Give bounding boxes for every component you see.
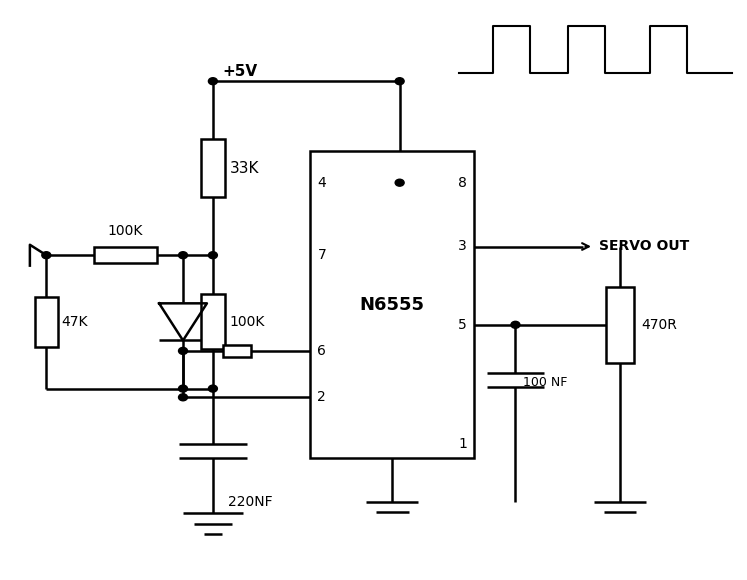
- Bar: [94, 247, 158, 263]
- Circle shape: [208, 385, 217, 392]
- Text: 47K: 47K: [61, 315, 87, 329]
- Bar: [223, 345, 251, 357]
- Circle shape: [179, 385, 187, 392]
- Text: 33K: 33K: [229, 161, 258, 176]
- Bar: [606, 287, 634, 362]
- Text: 2: 2: [317, 390, 326, 404]
- Text: +5V: +5V: [223, 64, 258, 79]
- Bar: [310, 151, 474, 458]
- Text: 470R: 470R: [641, 318, 677, 332]
- Text: 4: 4: [317, 176, 326, 190]
- Bar: [201, 294, 225, 349]
- Circle shape: [42, 252, 51, 259]
- Circle shape: [395, 179, 404, 186]
- Bar: [201, 139, 225, 197]
- Text: 6: 6: [317, 344, 326, 358]
- Circle shape: [179, 347, 187, 354]
- Circle shape: [208, 78, 217, 85]
- Polygon shape: [159, 303, 207, 340]
- Text: N6555: N6555: [359, 295, 425, 314]
- Circle shape: [179, 252, 187, 259]
- Circle shape: [179, 394, 187, 401]
- Text: 100 NF: 100 NF: [523, 376, 567, 389]
- Text: 5: 5: [458, 318, 467, 332]
- Circle shape: [395, 78, 404, 85]
- Text: 8: 8: [458, 176, 467, 190]
- Text: 3: 3: [458, 240, 467, 253]
- Bar: [35, 297, 58, 346]
- Text: 220NF: 220NF: [228, 495, 273, 509]
- Text: 7: 7: [317, 248, 326, 262]
- Text: SERVO OUT: SERVO OUT: [599, 240, 689, 253]
- Text: 1: 1: [458, 437, 467, 451]
- Text: 100K: 100K: [229, 315, 264, 329]
- Text: 100K: 100K: [108, 224, 143, 238]
- Circle shape: [511, 321, 520, 328]
- Circle shape: [208, 252, 217, 259]
